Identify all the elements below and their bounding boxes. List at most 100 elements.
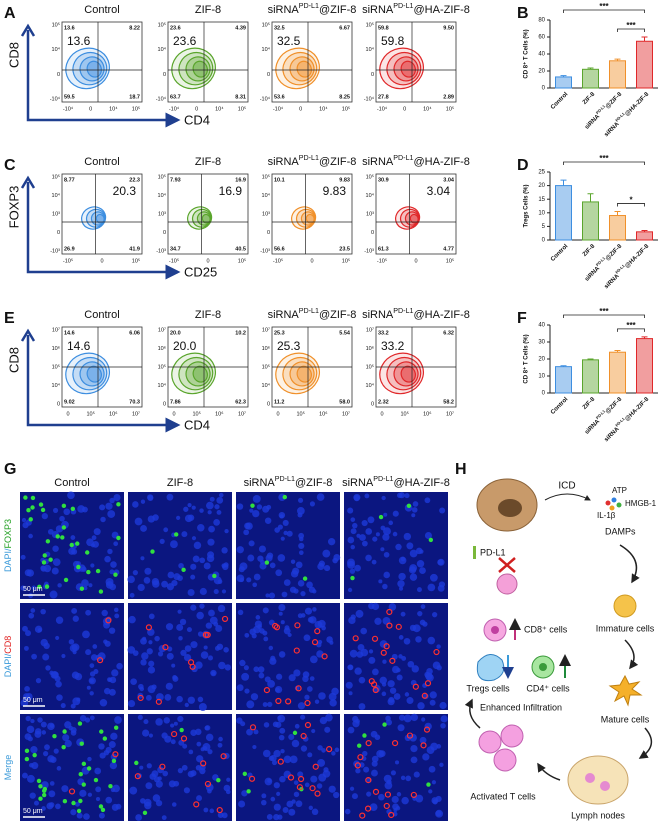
nucleus (178, 562, 184, 569)
y-tick-label: 10⁵ (262, 173, 270, 180)
nucleus (82, 630, 90, 639)
nucleus (409, 624, 417, 632)
quadrant-value: 33.2 (378, 330, 389, 336)
highlight-value: 59.8 (381, 34, 405, 48)
nucleus (262, 607, 269, 614)
nucleus (20, 585, 26, 591)
foxp3-signal (78, 772, 83, 777)
cd8-signal (287, 774, 295, 781)
group-label: ZIF-8 (582, 243, 597, 258)
nucleus (55, 803, 61, 810)
nucleus (392, 531, 398, 537)
nucleus (378, 579, 383, 584)
nucleus (288, 674, 296, 682)
nucleus (262, 702, 268, 707)
quadrant-value: 8.25 (339, 94, 350, 100)
nucleus (187, 514, 195, 521)
x-tick-label: -10⁵ (63, 257, 73, 264)
nucleus (144, 567, 152, 575)
nucleus (353, 494, 360, 502)
y-tick-label: 0 (163, 401, 166, 407)
nucleus (112, 784, 120, 793)
foxp3-signal (216, 778, 221, 783)
nucleus (394, 760, 400, 765)
foxp3-signal (42, 553, 47, 558)
nucleus (317, 758, 326, 767)
nucleus (135, 814, 142, 821)
nucleus (297, 613, 303, 619)
nucleus (61, 653, 66, 659)
nucleus (221, 589, 227, 594)
bar (636, 338, 653, 394)
nucleus (264, 676, 271, 683)
y-tick-label: 0 (267, 230, 270, 236)
nucleus (396, 667, 401, 673)
foxp3-signal (78, 798, 83, 804)
nucleus (94, 767, 102, 775)
highlight-value: 16.9 (219, 184, 243, 198)
label: Tregs cells (466, 683, 510, 693)
cd8-signal (202, 631, 210, 638)
foxp3-signal (113, 572, 118, 577)
foxp3-signal (26, 507, 31, 513)
x-tick-label: -10⁴ (377, 105, 388, 112)
foxp3-signal (61, 744, 66, 750)
nucleus (347, 558, 355, 567)
cd8-signal (365, 777, 372, 784)
nucleus (401, 796, 409, 805)
y-tick-label: 10³ (262, 211, 270, 217)
nucleus (68, 725, 74, 731)
cd8-signal (412, 683, 419, 690)
nucleus (318, 692, 326, 700)
group-label: ZIF-8 (195, 4, 221, 16)
arrow (544, 493, 591, 501)
quadrant-value: 7.86 (170, 399, 181, 405)
nucleus (55, 616, 64, 624)
x-tick-label: 10⁶ (319, 410, 327, 417)
nucleus (365, 528, 373, 535)
nucleus (365, 554, 372, 562)
nucleus (307, 616, 314, 623)
x-tick-label: 10⁵ (238, 257, 246, 264)
nucleus (72, 615, 79, 622)
panel-letter: E (4, 310, 15, 327)
foxp3-signal (85, 550, 90, 555)
nucleus (203, 562, 211, 570)
y-tick-label: 10³ (158, 211, 166, 217)
nucleus (132, 569, 138, 576)
nucleus (300, 590, 306, 597)
nucleus (190, 563, 197, 570)
nucleus (41, 806, 46, 811)
nucleus (209, 808, 215, 814)
label-part: CD8 (3, 636, 13, 654)
foxp3-signal (37, 584, 42, 589)
cd8-signal (275, 697, 282, 705)
cd8-signal (423, 726, 431, 733)
foxp3-signal (61, 503, 67, 509)
cd8-signal (326, 746, 333, 753)
nucleus (368, 649, 374, 654)
nucleus (34, 728, 42, 735)
nucleus (72, 697, 81, 706)
label-part: @ZIF-8 (319, 309, 356, 321)
nucleus (395, 543, 402, 551)
nucleus (89, 715, 95, 721)
quadrant-value: 18.7 (129, 94, 140, 100)
nucleus (297, 771, 304, 778)
significance-label: *** (599, 307, 609, 316)
nucleus (49, 781, 55, 786)
label-part: siRNA (603, 121, 620, 138)
x-tick-label: 0 (100, 258, 103, 264)
superscript: PD-L1 (299, 154, 319, 162)
nucleus (98, 743, 105, 750)
nucleus (385, 715, 391, 722)
nucleus (207, 510, 212, 515)
label-part: ZIF-8 (582, 396, 597, 411)
significance-label: *** (599, 154, 609, 163)
nucleus (273, 803, 281, 811)
quadrant-value: 59.8 (378, 25, 389, 31)
nucleus (83, 813, 90, 820)
cd8-signal (380, 649, 387, 656)
foxp3-signal (406, 503, 412, 509)
nucleus (246, 728, 253, 736)
